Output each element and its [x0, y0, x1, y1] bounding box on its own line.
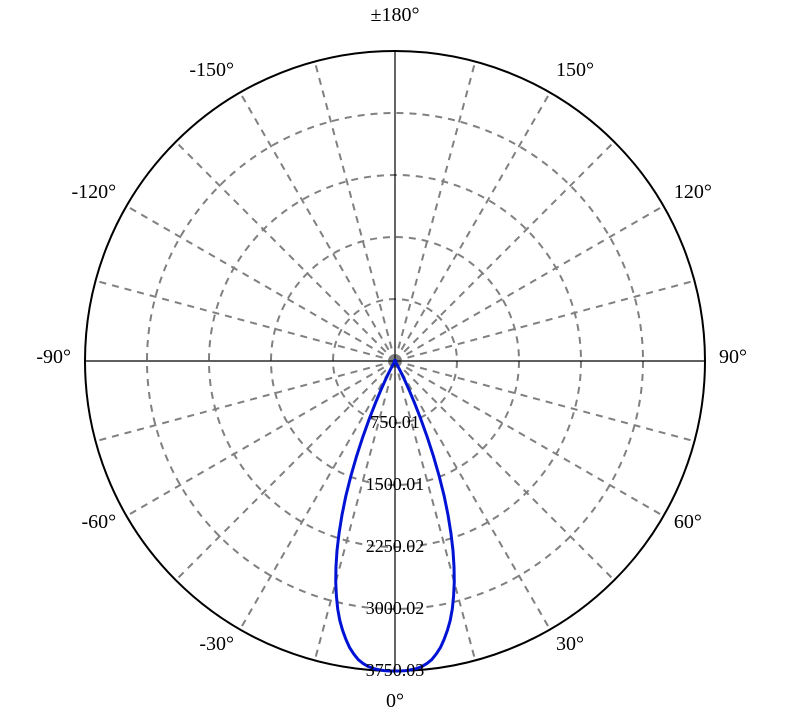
ring-label: 3750.03	[366, 660, 425, 680]
ring-label: 2250.02	[366, 536, 425, 556]
angle-label: ±180°	[371, 4, 420, 26]
angle-label: 30°	[556, 633, 584, 655]
ring-label: 750.01	[370, 412, 420, 432]
ring-label: 3000.02	[366, 598, 425, 618]
angle-label: -60°	[81, 511, 116, 533]
ring-label: 1500.01	[366, 474, 425, 494]
series-origin	[393, 359, 397, 363]
angle-label: -150°	[189, 59, 234, 81]
angle-label: 60°	[674, 511, 702, 533]
angle-label: -120°	[71, 181, 116, 203]
angle-label: -30°	[199, 633, 234, 655]
angle-label: 90°	[719, 346, 747, 368]
angle-label: 150°	[556, 59, 594, 81]
angle-label: 0°	[386, 690, 404, 712]
angle-label: 120°	[674, 181, 712, 203]
polar-chart: 750.01 1500.01 2250.02 3000.02 3750.03 0° 30° 6…	[0, 0, 791, 723]
angle-label: -90°	[36, 346, 71, 368]
